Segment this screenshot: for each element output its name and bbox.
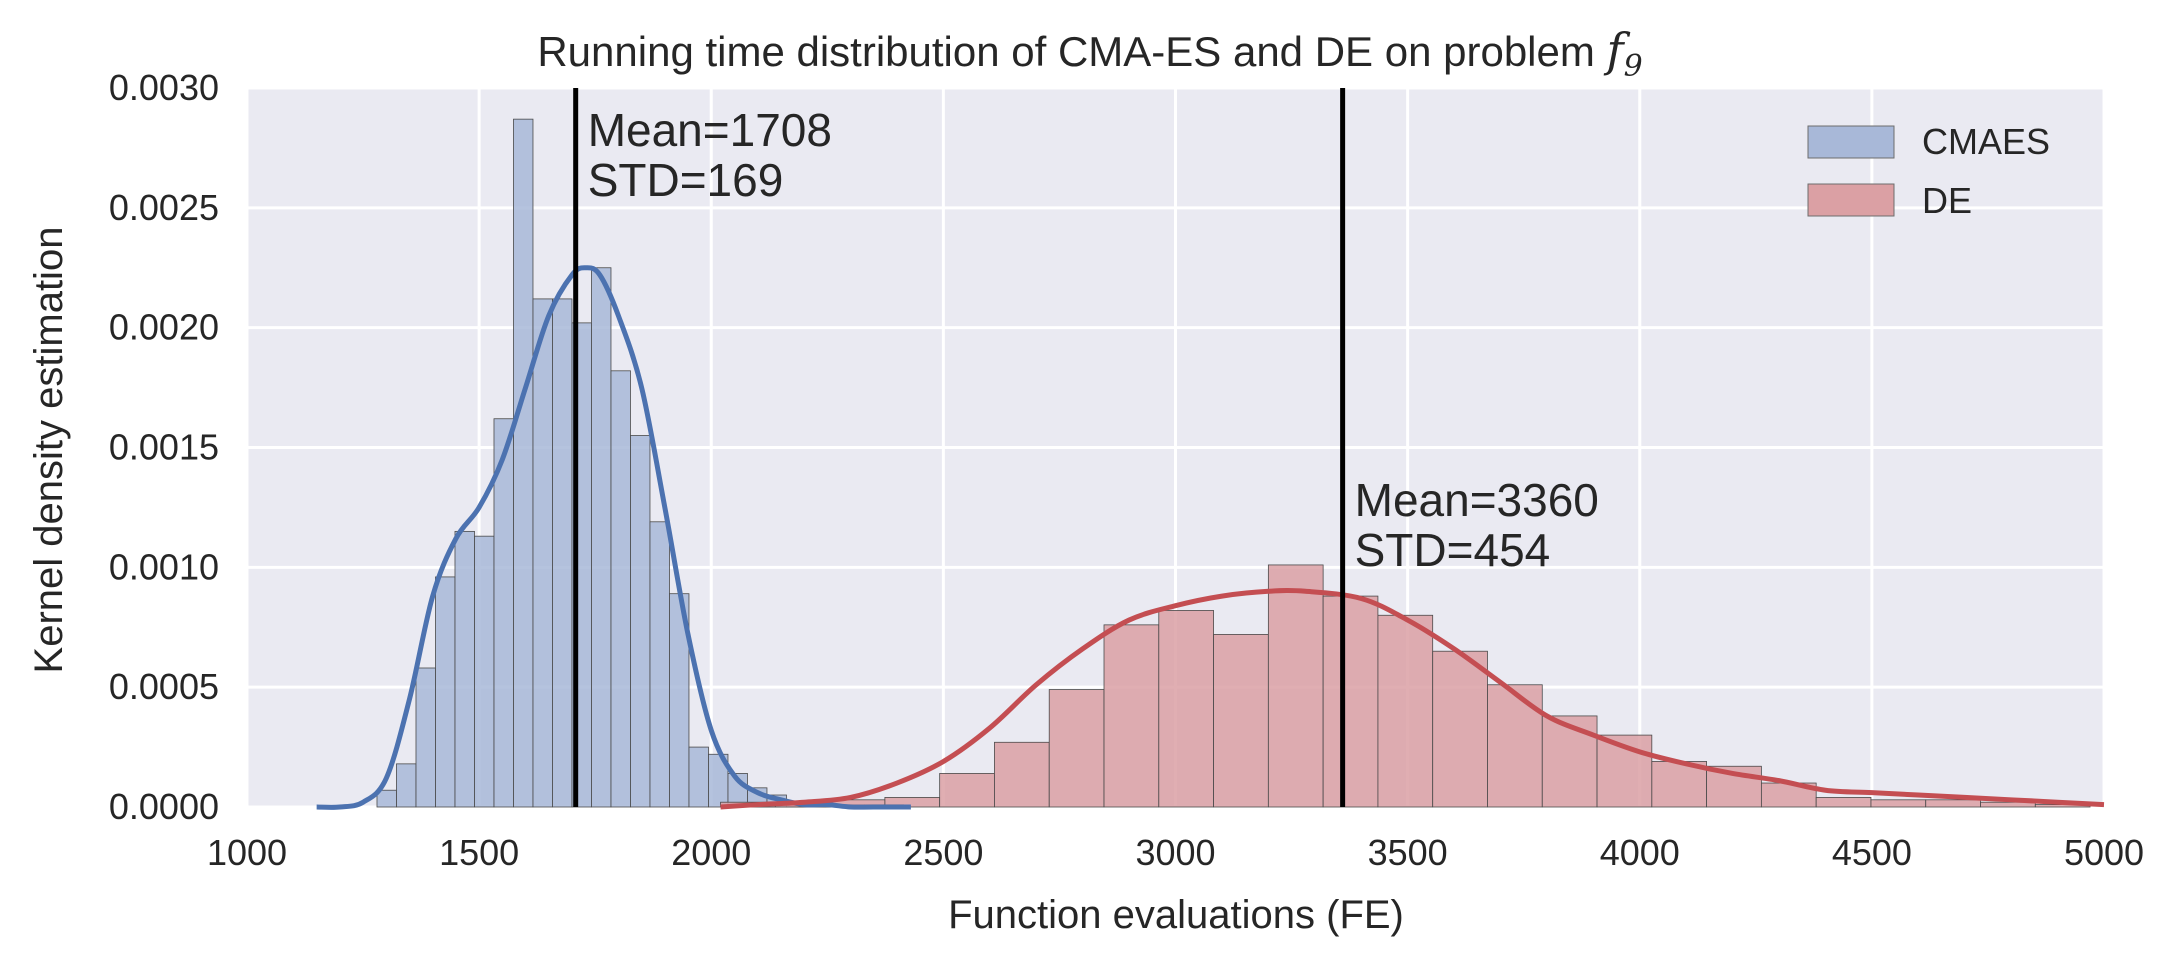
de-bar-22 [1925, 799, 1981, 808]
cmaes-bar-16 [688, 746, 709, 808]
cmaes-annotation-1: STD=169 [588, 154, 784, 206]
de-bar-6 [1048, 689, 1105, 808]
legend: CMAES DE [1807, 121, 2050, 221]
de-bar-7 [1103, 624, 1160, 808]
legend-label-de: DE [1922, 180, 1972, 221]
de-bar-5 [994, 741, 1050, 808]
de-bar-15 [1541, 715, 1598, 808]
legend-swatch-de [1807, 183, 1895, 217]
x-tick-labels: 1000 1500 2000 2500 3000 3500 4000 4500 5000 [207, 832, 2144, 873]
cmaes-bar-9 [552, 298, 573, 808]
de-annotation-0: Mean=3360 [1355, 474, 1599, 526]
x-tick-label-6: 4000 [1600, 832, 1680, 873]
x-tick-label-2: 2000 [671, 832, 751, 873]
legend-label-cmaes: CMAES [1922, 121, 2050, 162]
y-tick-label-3: 0.0015 [109, 427, 219, 468]
y-axis-label: Kernel density estimation [27, 227, 71, 674]
y-tick-label-6: 0.0030 [109, 67, 219, 108]
cmaes-bar-2 [415, 667, 436, 808]
x-tick-label-1: 1500 [439, 832, 519, 873]
y-tick-labels: 0.0000 0.0005 0.0010 0.0015 0.0020 0.0025 0.00… [109, 67, 219, 827]
x-tick-label-4: 3000 [1135, 832, 1215, 873]
de-bar-21 [1870, 799, 1927, 808]
legend-swatch-cmaes [1807, 125, 1895, 159]
cmaes-bar-14 [649, 521, 670, 808]
de-bar-13 [1432, 650, 1488, 808]
cmaes-bar-7 [513, 118, 534, 808]
x-tick-label-3: 2500 [903, 832, 983, 873]
x-tick-label-8: 5000 [2064, 832, 2144, 873]
de-kde-line [720, 588, 2105, 810]
cmaes-bar-11 [591, 267, 612, 808]
cmaes-bar-13 [630, 435, 651, 808]
de-bar-8 [1158, 610, 1214, 808]
cmaes-bar-12 [610, 370, 631, 808]
cmaes-annotation-0: Mean=1708 [588, 104, 832, 156]
histogram-bars [376, 118, 2091, 808]
de-bar-11 [1322, 595, 1379, 808]
de-bar-9 [1213, 634, 1269, 808]
cmaes-bar-4 [454, 530, 475, 808]
de-bar-4 [939, 773, 995, 808]
x-tick-label-0: 1000 [207, 832, 287, 873]
cmaes-bar-1 [396, 763, 417, 808]
kde-curves [316, 265, 2105, 810]
de-bar-20 [1815, 797, 1872, 808]
x-tick-label-7: 4500 [1832, 832, 1912, 873]
chart-title: Running time distribution of CMA-ES and … [537, 23, 1642, 84]
de-bar-14 [1487, 684, 1543, 808]
y-tick-label-2: 0.0010 [109, 546, 219, 587]
y-tick-label-1: 0.0005 [109, 666, 219, 707]
x-tick-label-5: 3500 [1368, 832, 1448, 873]
cmaes-bar-5 [474, 535, 495, 808]
de-annotation-1: STD=454 [1355, 524, 1551, 576]
y-tick-label-4: 0.0020 [109, 307, 219, 348]
cmaes-bar-8 [532, 298, 553, 808]
y-tick-label-0: 0.0000 [109, 786, 219, 827]
x-axis-label: Function evaluations (FE) [948, 893, 1404, 937]
y-tick-label-5: 0.0025 [109, 187, 219, 228]
cmaes-bar-3 [435, 576, 456, 808]
de-bar-12 [1377, 614, 1434, 808]
de-bar-10 [1267, 564, 1324, 808]
mean-lines [573, 88, 1346, 807]
